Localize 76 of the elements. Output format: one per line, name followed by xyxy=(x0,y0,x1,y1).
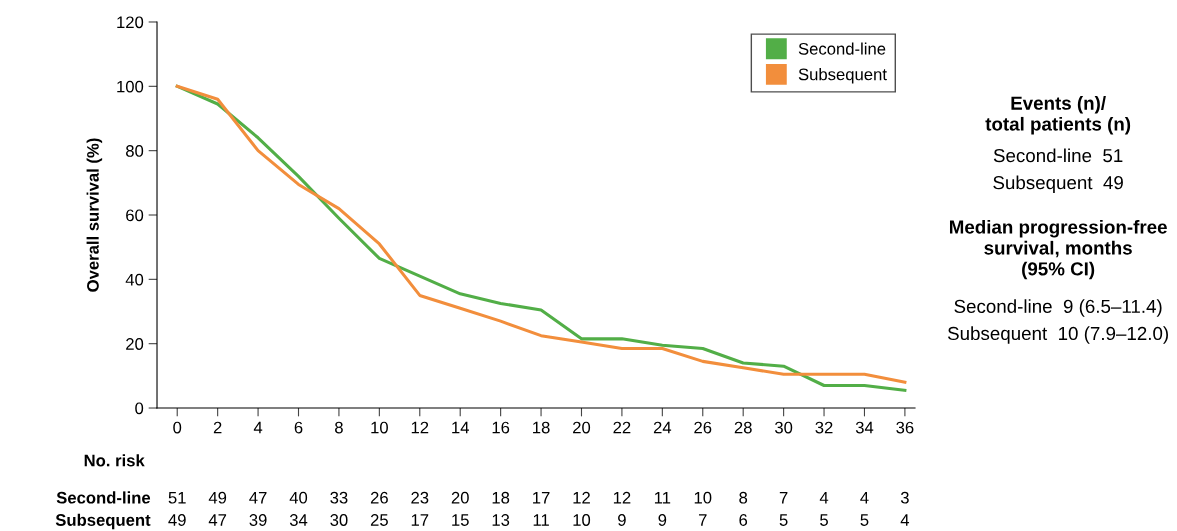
text: 17 xyxy=(533,491,550,504)
y-tick-label: 60 xyxy=(126,209,144,222)
x-tick-label: 36 xyxy=(896,421,914,434)
x-tick-label: 0 xyxy=(173,421,182,434)
text: 5 xyxy=(820,514,828,526)
x-tick-label: 34 xyxy=(855,421,874,434)
text: 18 xyxy=(492,491,510,504)
text: 51 xyxy=(168,491,186,504)
text: 39 xyxy=(249,514,267,526)
text: No. risk xyxy=(84,454,145,467)
legend-label: Subsequent xyxy=(798,68,887,84)
text: 4 xyxy=(900,514,910,526)
text: 12 xyxy=(613,491,631,504)
text: 47 xyxy=(249,491,267,504)
text: 5 xyxy=(779,514,788,526)
text: Second-line 9 (6.5–11.4) xyxy=(954,299,1162,317)
text: 17 xyxy=(411,514,429,526)
text: 40 xyxy=(289,491,308,504)
text: 49 xyxy=(208,491,227,504)
x-tick-label: 24 xyxy=(653,421,672,434)
text: 10 xyxy=(573,514,591,526)
text: 9 xyxy=(618,514,626,526)
y-tick-label: 40 xyxy=(125,273,144,286)
text: Second-line 51 xyxy=(993,148,1123,163)
text: 6 xyxy=(739,514,748,526)
text: 9 xyxy=(658,514,667,526)
text: Median progression-free survival, months (95% CI) xyxy=(949,219,1167,280)
text: 7 xyxy=(779,491,788,504)
text: 34 xyxy=(289,514,308,526)
text: 30 xyxy=(330,514,348,526)
x-tick-label: 16 xyxy=(492,421,510,434)
x-tick-label: 8 xyxy=(335,421,343,434)
x-tick-label: 28 xyxy=(734,421,752,434)
text: 49 xyxy=(168,514,186,526)
x-tick-label: 6 xyxy=(294,421,303,434)
text: Events (n)/ total patients (n) xyxy=(985,96,1131,135)
x-tick-label: 32 xyxy=(815,421,833,434)
text: 11 xyxy=(533,514,549,526)
text: 20 xyxy=(451,491,469,504)
x-tick-label: 2 xyxy=(213,421,222,434)
text: Subsequent 49 xyxy=(993,175,1123,193)
y-tick-label: 100 xyxy=(117,80,144,93)
legend-label: Second-line xyxy=(798,42,886,55)
text: Second-line xyxy=(56,491,151,504)
x-tick-label: 10 xyxy=(371,421,388,434)
text: 5 xyxy=(860,514,869,526)
text: 7 xyxy=(698,514,707,526)
text: 12 xyxy=(573,491,590,504)
text: 25 xyxy=(370,514,388,526)
text: 26 xyxy=(370,491,388,504)
text: Subsequent 10 (7.9–12.0) xyxy=(947,326,1168,344)
text: 3 xyxy=(900,491,909,504)
y-tick-label: 80 xyxy=(126,145,144,157)
text: 8 xyxy=(739,491,748,504)
x-tick-label: 14 xyxy=(452,421,469,434)
x-tick-label: 20 xyxy=(573,421,591,434)
x-tick-label: 12 xyxy=(411,421,429,434)
text: 13 xyxy=(492,514,510,526)
x-tick-label: 4 xyxy=(253,421,263,434)
text: 15 xyxy=(452,514,469,526)
x-tick-label: 18 xyxy=(533,421,550,434)
text: 47 xyxy=(208,514,227,526)
text: Subsequent xyxy=(55,513,151,530)
y-tick-label: 0 xyxy=(135,402,144,415)
text: 4 xyxy=(819,491,829,504)
text: 11 xyxy=(654,491,671,504)
x-tick-label: 30 xyxy=(774,421,793,434)
x-tick-label: 26 xyxy=(694,421,712,434)
text: 33 xyxy=(330,491,348,504)
y-axis-title: Overall survival (%) xyxy=(86,138,103,292)
text: 23 xyxy=(411,491,429,504)
y-tick-label: 120 xyxy=(117,16,144,29)
y-tick-label: 20 xyxy=(126,338,144,350)
text: 4 xyxy=(860,491,869,504)
x-tick-label: 22 xyxy=(613,421,631,434)
text: 10 xyxy=(694,491,712,504)
